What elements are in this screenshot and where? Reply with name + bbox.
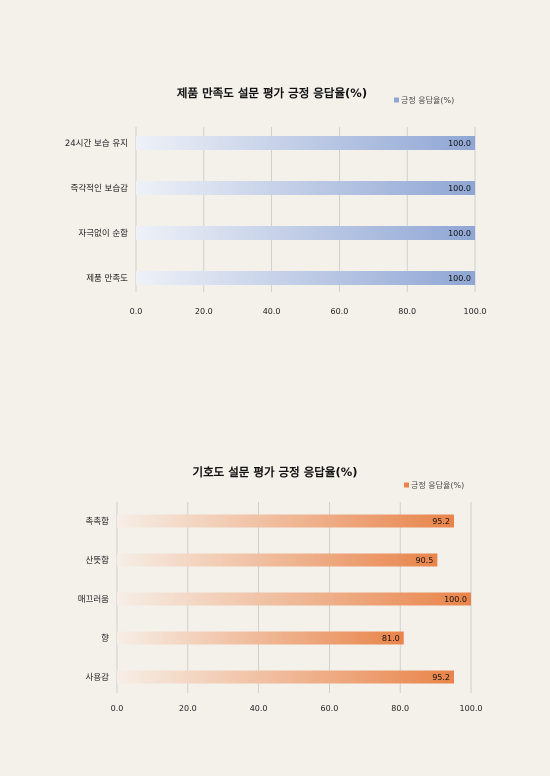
x-tick-label: 100.0 [460,704,483,713]
x-tick-label: 20.0 [195,307,213,316]
x-tick-label: 40.0 [250,704,268,713]
bar [136,226,475,240]
x-tick-labels: 0.0 20.0 40.0 60.0 80.0 100.0 [111,704,483,713]
x-tick-label: 0.0 [130,307,143,316]
data-label: 81.0 [382,634,400,643]
category-label: 자극없이 순함 [78,228,128,239]
bar [136,136,475,150]
category-label: 제품 만족도 [86,274,128,284]
bar [117,670,455,684]
x-tick-label: 0.0 [111,704,124,713]
bars: 95.2 90.5 100.0 81.0 95.2 [117,514,471,684]
data-label: 90.5 [416,556,434,565]
chart-title: 기호도 설문 평가 긍정 응답율(%) [192,465,357,479]
legend-swatch [394,97,399,103]
category-label: 24시간 보습 유지 [65,138,128,149]
category-label: 사용감 [86,672,110,683]
chart-satisfaction: 제품 만족도 설문 평가 긍정 응답율(%) 긍정 응답율(%) 100.010… [65,86,487,316]
data-label: 100.0 [448,139,471,148]
data-label: 100.0 [448,229,471,238]
bar [117,631,404,645]
bar [136,271,475,285]
chart-title: 제품 만족도 설문 평가 긍정 응답율(%) [177,86,367,100]
bar [136,181,475,195]
category-label: 촉촉함 [86,517,110,527]
category-label: 산뜻함 [86,555,110,566]
gridlines [135,127,476,292]
data-label: 100.0 [448,184,471,193]
x-tick-label: 100.0 [464,307,487,316]
data-label: 100.0 [448,274,471,283]
chart-preference: 기호도 설문 평가 긍정 응답율(%) 긍정 응답율(%) 95.2 90.5 10… [78,465,483,713]
data-label: 95.2 [432,517,450,526]
legend: 긍정 응답율(%) [404,480,464,490]
bars: 100.0 100.0 100.0 100.0 [136,136,475,285]
legend-label: 긍정 응답율(%) [411,480,464,490]
data-label: 100.0 [444,595,467,604]
x-tick-label: 20.0 [179,704,197,713]
x-tick-label: 40.0 [263,307,281,316]
category-label: 향 [101,634,109,644]
legend: 긍정 응답율(%) [394,95,454,105]
legend-label: 긍정 응답율(%) [401,95,454,105]
category-label: 매끄러움 [78,595,109,605]
bar [117,553,438,567]
x-tick-label: 60.0 [320,704,338,713]
bar [117,592,471,606]
category-label: 즉각적인 보습감 [71,183,129,194]
bar [117,514,455,528]
x-tick-label: 80.0 [398,307,416,316]
x-tick-label: 60.0 [330,307,348,316]
x-tick-label: 80.0 [391,704,409,713]
x-tick-labels: 0.0 20.0 40.0 60.0 80.0 100.0 [130,307,487,316]
data-label: 95.2 [432,673,450,682]
legend-swatch [404,482,409,488]
